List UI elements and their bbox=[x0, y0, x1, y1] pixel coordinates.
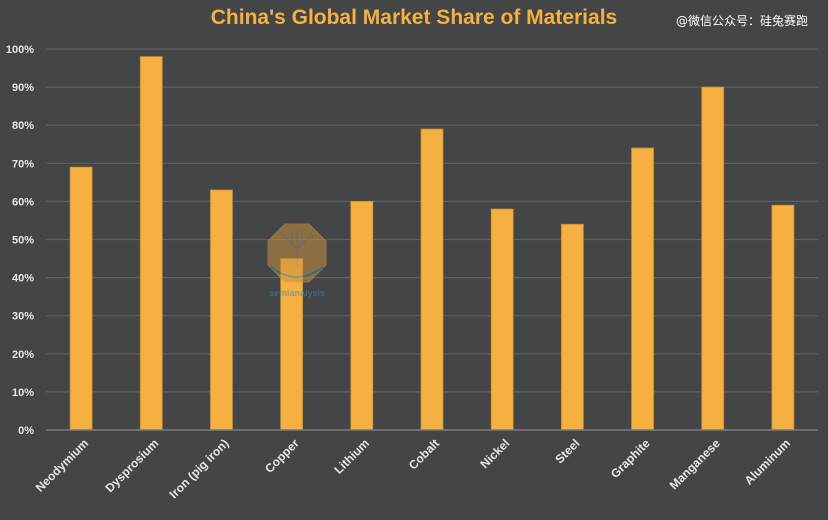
y-tick-label: 80% bbox=[12, 120, 34, 132]
x-tick-label: Graphite bbox=[608, 436, 653, 481]
bar-lithium bbox=[350, 200, 374, 431]
bars bbox=[69, 56, 795, 431]
bar-nickel bbox=[490, 208, 514, 431]
x-tick-label: Copper bbox=[262, 436, 302, 476]
bar-steel bbox=[560, 223, 584, 431]
x-tick-label: Neodymium bbox=[33, 436, 91, 494]
y-tick-label: 70% bbox=[12, 158, 34, 170]
x-axis-tick-labels: Neodymium Dysprosium Iron (pig iron) Copper… bbox=[33, 436, 793, 501]
chart-title: China's Global Market Share of Materials bbox=[0, 6, 828, 30]
y-tick-label: 60% bbox=[12, 196, 34, 208]
chart-title-text: China's Global Market Share of Materials bbox=[210, 6, 618, 29]
x-tick-label: Lithium bbox=[331, 436, 372, 477]
y-tick-label: 100% bbox=[6, 44, 34, 56]
x-tick-label: Iron (pig iron) bbox=[167, 436, 232, 501]
logo-base-arc bbox=[270, 266, 324, 278]
bar-aluminum bbox=[771, 204, 795, 431]
logo-text: semianalysis bbox=[269, 288, 325, 298]
y-axis-tick-labels: 0% 10% 20% 30% 40% 50% 60% 70% 80% 90% 100% bbox=[6, 44, 34, 437]
y-tick-label: 50% bbox=[12, 235, 34, 247]
x-tick-label: Dysprosium bbox=[102, 436, 161, 495]
bar-graphite bbox=[631, 147, 654, 431]
y-tick-label: 0% bbox=[18, 425, 34, 437]
bar-dysprosium bbox=[139, 56, 163, 431]
y-tick-label: 10% bbox=[12, 387, 34, 399]
bar-cobalt bbox=[420, 128, 444, 431]
x-tick-label: Manganese bbox=[667, 436, 723, 492]
bar-copper bbox=[280, 258, 304, 431]
y-tick-label: 40% bbox=[12, 273, 34, 285]
semianalysis-logo-watermark: semianalysis bbox=[267, 223, 327, 298]
x-tick-label: Cobalt bbox=[406, 436, 442, 472]
logo-tree-icon bbox=[280, 231, 314, 267]
x-tick-label: Nickel bbox=[477, 436, 512, 471]
x-tick-label: Aluminum bbox=[742, 436, 793, 487]
x-tick-label: Steel bbox=[552, 436, 582, 466]
bar-iron-pig-iron bbox=[210, 189, 233, 431]
y-tick-label: 90% bbox=[12, 82, 34, 94]
y-tick-label: 20% bbox=[12, 349, 34, 361]
y-tick-label: 30% bbox=[12, 311, 34, 323]
watermark-text: @微信公众号：硅兔赛跑 bbox=[675, 14, 808, 28]
bar-manganese bbox=[701, 86, 725, 431]
bar-neodymium bbox=[69, 166, 93, 431]
